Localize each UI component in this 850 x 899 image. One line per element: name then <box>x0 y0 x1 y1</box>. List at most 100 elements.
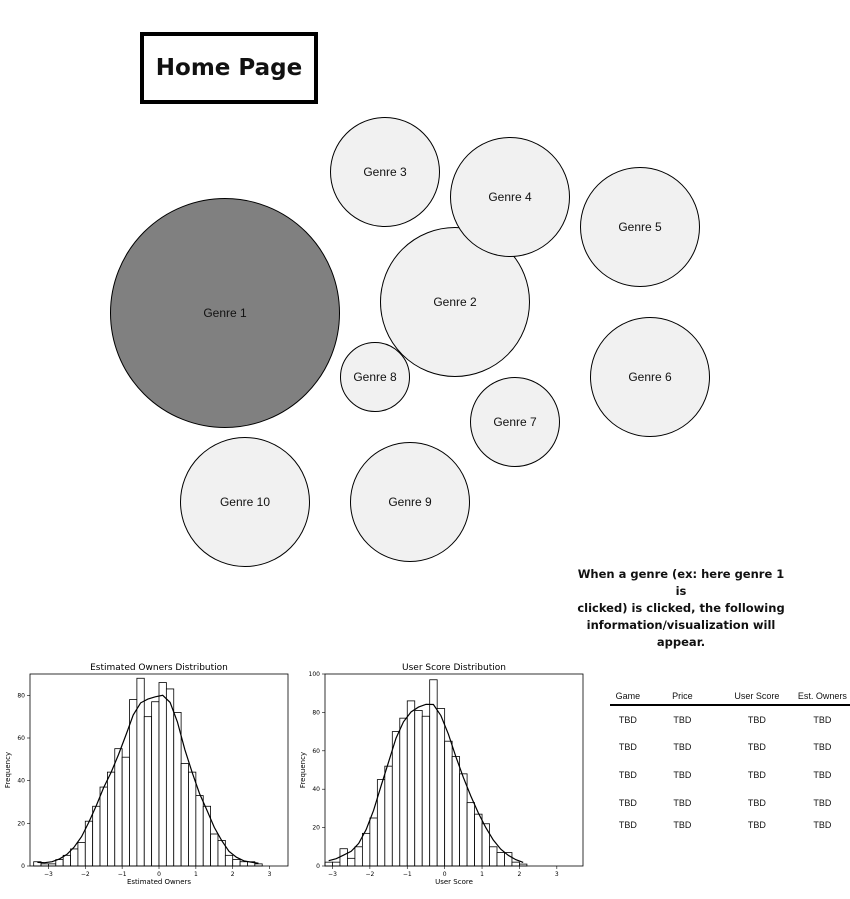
genre-bubble-7[interactable]: Genre 7 <box>470 377 560 467</box>
table-cell: TBD <box>673 820 692 830</box>
x-tick-label: −1 <box>118 871 127 878</box>
page-title: Home Page <box>140 32 318 104</box>
histogram-bar <box>173 712 182 867</box>
y-tick-label: 40 <box>312 786 320 793</box>
owners-histogram: Estimated Owners Distribution −3 −2 −1 0 1 2 3 0… <box>0 658 292 899</box>
histogram-bar <box>165 688 175 867</box>
histogram-bar <box>107 771 116 867</box>
column-header-est-owners: Est. Owners <box>794 688 850 706</box>
histogram-bar <box>188 771 197 867</box>
histogram-bar <box>354 846 363 867</box>
genre-bubble-8[interactable]: Genre 8 <box>340 342 410 412</box>
table-cell: TBD <box>813 798 832 808</box>
table-row: TBD TBD TBD TBD <box>610 817 850 833</box>
histogram-bar <box>369 817 378 867</box>
x-tick-label: 2 <box>231 871 235 878</box>
y-axis-label: Frequency <box>4 752 12 788</box>
y-tick-label: 40 <box>17 778 25 785</box>
genre-bubble-9[interactable]: Genre 9 <box>350 442 470 562</box>
histogram-bar <box>496 852 505 867</box>
x-tick-label: −1 <box>403 871 412 878</box>
table-header-row: Game Price User Score Est. Owners <box>610 688 850 706</box>
table-cell: TBD <box>747 798 766 808</box>
note-line: information/visualization will appear. <box>586 618 776 649</box>
game-info-table: Game Price User Score Est. Owners TBD TB… <box>610 688 850 833</box>
histogram-bar <box>414 710 423 867</box>
y-tick-label: 20 <box>17 820 25 827</box>
x-tick-label: −3 <box>44 871 53 878</box>
genre-bubble-5[interactable]: Genre 5 <box>580 167 700 287</box>
histogram-bar <box>55 859 64 867</box>
table-cell: TBD <box>813 714 832 725</box>
y-axis-label: Frequency <box>299 752 307 788</box>
table-row: TBD TBD TBD TBD <box>610 705 850 733</box>
y-tick-label: 0 <box>316 863 320 870</box>
histogram-bar <box>399 717 408 867</box>
table-cell: TBD <box>618 770 637 780</box>
histogram-bar <box>511 861 520 867</box>
x-tick-label: 0 <box>443 871 447 878</box>
y-tick-label: 80 <box>17 692 25 699</box>
histogram-bar <box>421 715 431 867</box>
histogram-bar <box>99 786 108 867</box>
histogram-bar <box>210 833 219 867</box>
histogram-bar <box>151 701 160 867</box>
histogram-bar <box>361 832 371 867</box>
histogram-bar <box>339 848 348 867</box>
table-cell: TBD <box>747 820 766 830</box>
histogram-bar <box>70 848 79 867</box>
histogram-bar <box>158 682 167 867</box>
histogram-bar <box>114 748 123 867</box>
x-tick-label: −2 <box>81 871 90 878</box>
genre-bubble-4[interactable]: Genre 4 <box>450 137 570 257</box>
y-tick-label: 100 <box>309 671 321 678</box>
plot-frame <box>324 673 584 867</box>
genre-bubble-10[interactable]: Genre 10 <box>180 437 310 567</box>
table-cell: TBD <box>673 714 692 725</box>
y-tick-label: 20 <box>312 825 320 832</box>
histogram-svg: Estimated Owners Distribution −3 −2 −1 0 1 2 3 0… <box>4 663 289 886</box>
histogram-bar <box>239 861 248 867</box>
table-cell: TBD <box>747 770 766 780</box>
kde-curve <box>37 694 259 864</box>
column-header-game: Game <box>610 688 646 706</box>
histogram-bar <box>195 795 204 867</box>
histogram-svg: User Score Distribution −3 −2 −1 0 1 2 3 0 20 40 60… <box>299 663 584 886</box>
genre-bubble-3[interactable]: Genre 3 <box>330 117 440 227</box>
histogram-bar <box>62 854 71 867</box>
histogram-bar <box>474 813 483 867</box>
column-header-price: Price <box>645 688 720 706</box>
y-tick-label: 60 <box>17 735 25 742</box>
chart-title: User Score Distribution <box>402 663 506 673</box>
table-cell: TBD <box>747 714 766 725</box>
histogram-bar <box>466 802 475 867</box>
x-tick-label: 3 <box>268 871 272 878</box>
instruction-note: When a genre (ex: here genre 1 is clicke… <box>572 566 790 651</box>
table-cell: TBD <box>813 770 832 780</box>
x-axis-label: User Score <box>435 878 473 886</box>
y-tick-label: 80 <box>312 709 320 716</box>
histogram-bar <box>436 708 446 867</box>
x-tick-label: −3 <box>328 871 337 878</box>
histogram-bar <box>451 756 461 867</box>
note-line: When a genre (ex: here genre 1 is <box>577 567 785 598</box>
x-tick-label: 0 <box>157 871 161 878</box>
histogram-bar <box>232 859 241 867</box>
histogram-bar <box>332 861 341 867</box>
x-tick-label: 2 <box>518 871 522 878</box>
histogram-bar <box>444 740 453 867</box>
x-tick-label: 3 <box>555 871 559 878</box>
table-cell: TBD <box>813 820 832 830</box>
histogram-bar <box>224 854 234 867</box>
table-cell: TBD <box>618 820 637 830</box>
x-tick-label: 1 <box>480 871 484 878</box>
histogram-bar <box>129 699 138 867</box>
genre-bubble-1[interactable]: Genre 1 <box>110 198 340 428</box>
x-tick-label: 1 <box>194 871 198 878</box>
genre-bubble-6[interactable]: Genre 6 <box>590 317 710 437</box>
histogram-bar <box>459 773 468 867</box>
histogram-bar <box>391 731 401 867</box>
table-row: TBD TBD TBD TBD <box>610 789 850 817</box>
note-line: clicked) is clicked, the following <box>577 601 785 615</box>
table-cell: TBD <box>618 714 637 725</box>
